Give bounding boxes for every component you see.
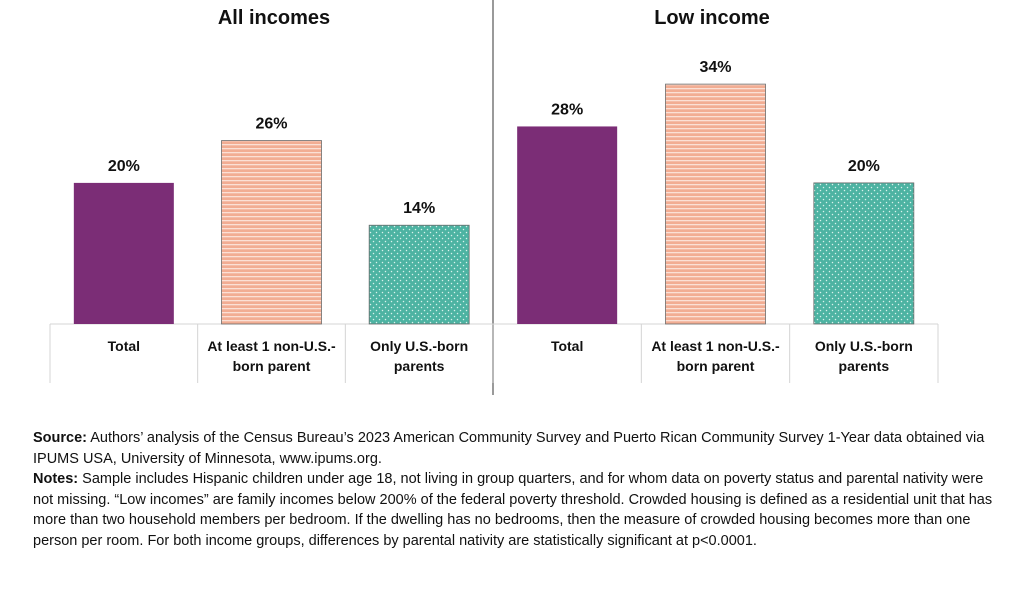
notes-label: Notes:	[33, 471, 79, 487]
bar-non-us-born-parent	[665, 83, 766, 325]
bar-total	[73, 182, 174, 324]
data-label: 28%	[551, 101, 583, 118]
bar-total	[517, 126, 618, 324]
panel-all-incomes: All incomes 20% Total 26% At least 1 non-U.S…	[49, 7, 494, 383]
panel-low-income: Low income 28% Total 34% At least 1 non-U.S.…	[493, 7, 939, 383]
data-label: 34%	[699, 59, 731, 76]
source-note: Source: Authors’ analysis of the Census …	[33, 428, 993, 469]
category-label: born parent	[233, 358, 311, 374]
data-label: 20%	[108, 158, 140, 175]
notes-note: Notes: Sample includes Hispanic children…	[33, 469, 993, 551]
bar-non-us-born-parent	[221, 140, 322, 325]
category-label: Total	[551, 338, 583, 354]
category-label: parents	[394, 358, 445, 374]
chart: All incomes 20% Total 26% At least 1 non-U.S…	[49, 0, 939, 395]
category-label: parents	[839, 358, 890, 374]
bar-us-born-parents	[368, 224, 470, 325]
source-label: Source:	[33, 430, 87, 446]
panel-title: Low income	[654, 7, 770, 29]
bar-us-born-parents	[813, 182, 915, 325]
data-label: 20%	[848, 158, 880, 175]
data-label: 14%	[403, 200, 435, 217]
category-label: Total	[108, 338, 140, 354]
footnotes: Source: Authors’ analysis of the Census …	[33, 428, 993, 551]
category-label: At least 1 non-U.S.-	[207, 338, 336, 354]
notes-text: Sample includes Hispanic children under …	[33, 471, 993, 549]
data-label: 26%	[255, 116, 287, 133]
panel-title: All incomes	[218, 7, 330, 29]
category-label: born parent	[677, 358, 755, 374]
category-label: Only U.S.-born	[370, 338, 468, 354]
source-text: Authors’ analysis of the Census Bureau’s…	[33, 430, 985, 467]
category-label: Only U.S.-born	[815, 338, 913, 354]
category-label: At least 1 non-U.S.-	[651, 338, 780, 354]
